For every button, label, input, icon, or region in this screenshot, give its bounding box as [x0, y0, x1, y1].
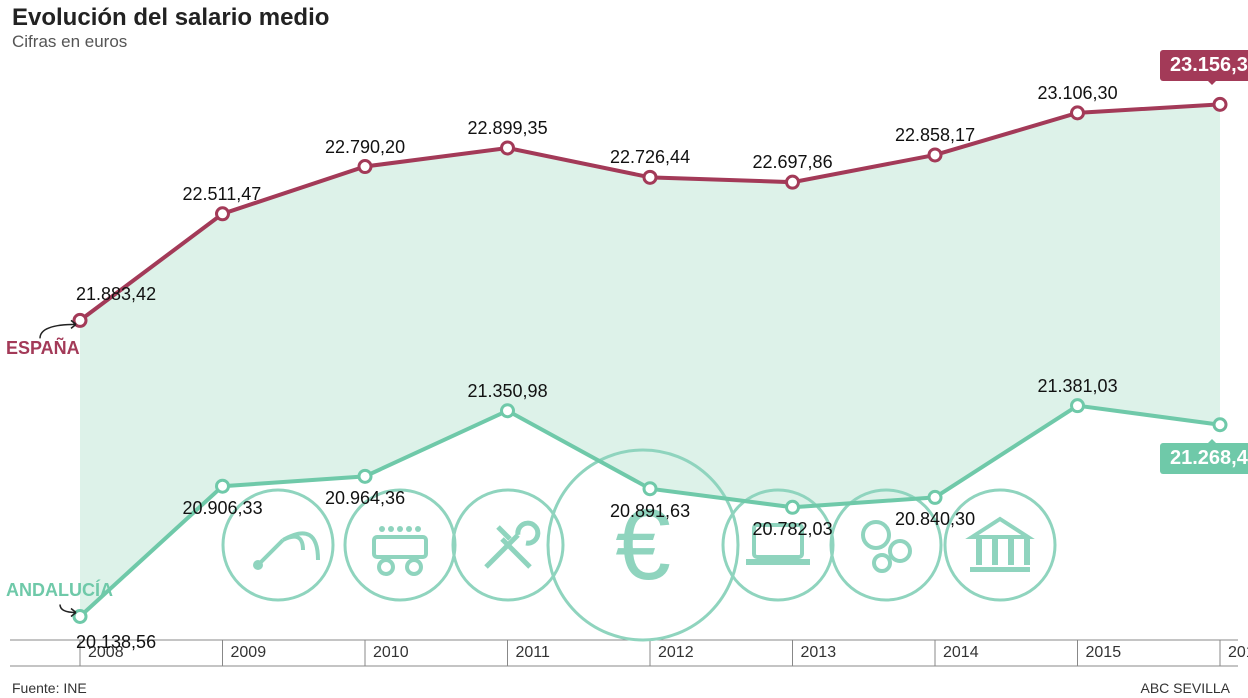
- espana-value-3: 22.899,35: [468, 118, 548, 139]
- year-tick-2011: 2011: [516, 644, 550, 662]
- andalucia-value-5: 20.782,03: [753, 519, 833, 540]
- andalucia-label: ANDALUCÍA: [6, 580, 113, 601]
- year-tick-2013: 2013: [801, 644, 837, 662]
- satellite-icon: [253, 533, 318, 570]
- andalucia-value-6: 20.840,30: [895, 509, 975, 530]
- year-tick-2014: 2014: [943, 644, 979, 662]
- year-tick-2016: 2016: [1228, 644, 1248, 662]
- espana-value-5: 22.697,86: [753, 152, 833, 173]
- espana-label: ESPAÑA: [6, 338, 80, 359]
- espana-flag: 23.156,34: [1160, 50, 1248, 81]
- cart-icon: [374, 526, 426, 574]
- andalucia-value-3: 21.350,98: [468, 381, 548, 402]
- espana-value-2: 22.790,20: [325, 137, 405, 158]
- andalucia-value-7: 21.381,03: [1038, 376, 1118, 397]
- year-tick-2010: 2010: [373, 644, 409, 662]
- espana-value-6: 22.858,17: [895, 125, 975, 146]
- andalucia-value-1: 20.906,33: [183, 498, 263, 519]
- infographic-root: { "title": "Evolución del salario medio"…: [0, 0, 1248, 698]
- year-tick-2015: 2015: [1086, 644, 1122, 662]
- espana-value-0: 21.883,42: [76, 284, 156, 305]
- tools-icon: [486, 523, 538, 567]
- espana-value-1: 22.511,47: [183, 184, 262, 205]
- credit-label: ABC SEVILLA: [1141, 680, 1231, 696]
- salary-chart: €: [0, 0, 1248, 698]
- espana-value-4: 22.726,44: [610, 147, 690, 168]
- bank-icon: [970, 519, 1030, 572]
- year-tick-2012: 2012: [658, 644, 694, 662]
- espana-value-7: 23.106,30: [1038, 83, 1118, 104]
- andalucia-flag: 21.268,41: [1160, 443, 1248, 474]
- year-tick-2009: 2009: [231, 644, 267, 662]
- source-label: Fuente: INE: [12, 680, 87, 696]
- andalucia-value-4: 20.891,63: [610, 501, 690, 522]
- andalucia-value-2: 20.964,36: [325, 488, 405, 509]
- andalucia-value-0: 20.138,56: [76, 632, 156, 653]
